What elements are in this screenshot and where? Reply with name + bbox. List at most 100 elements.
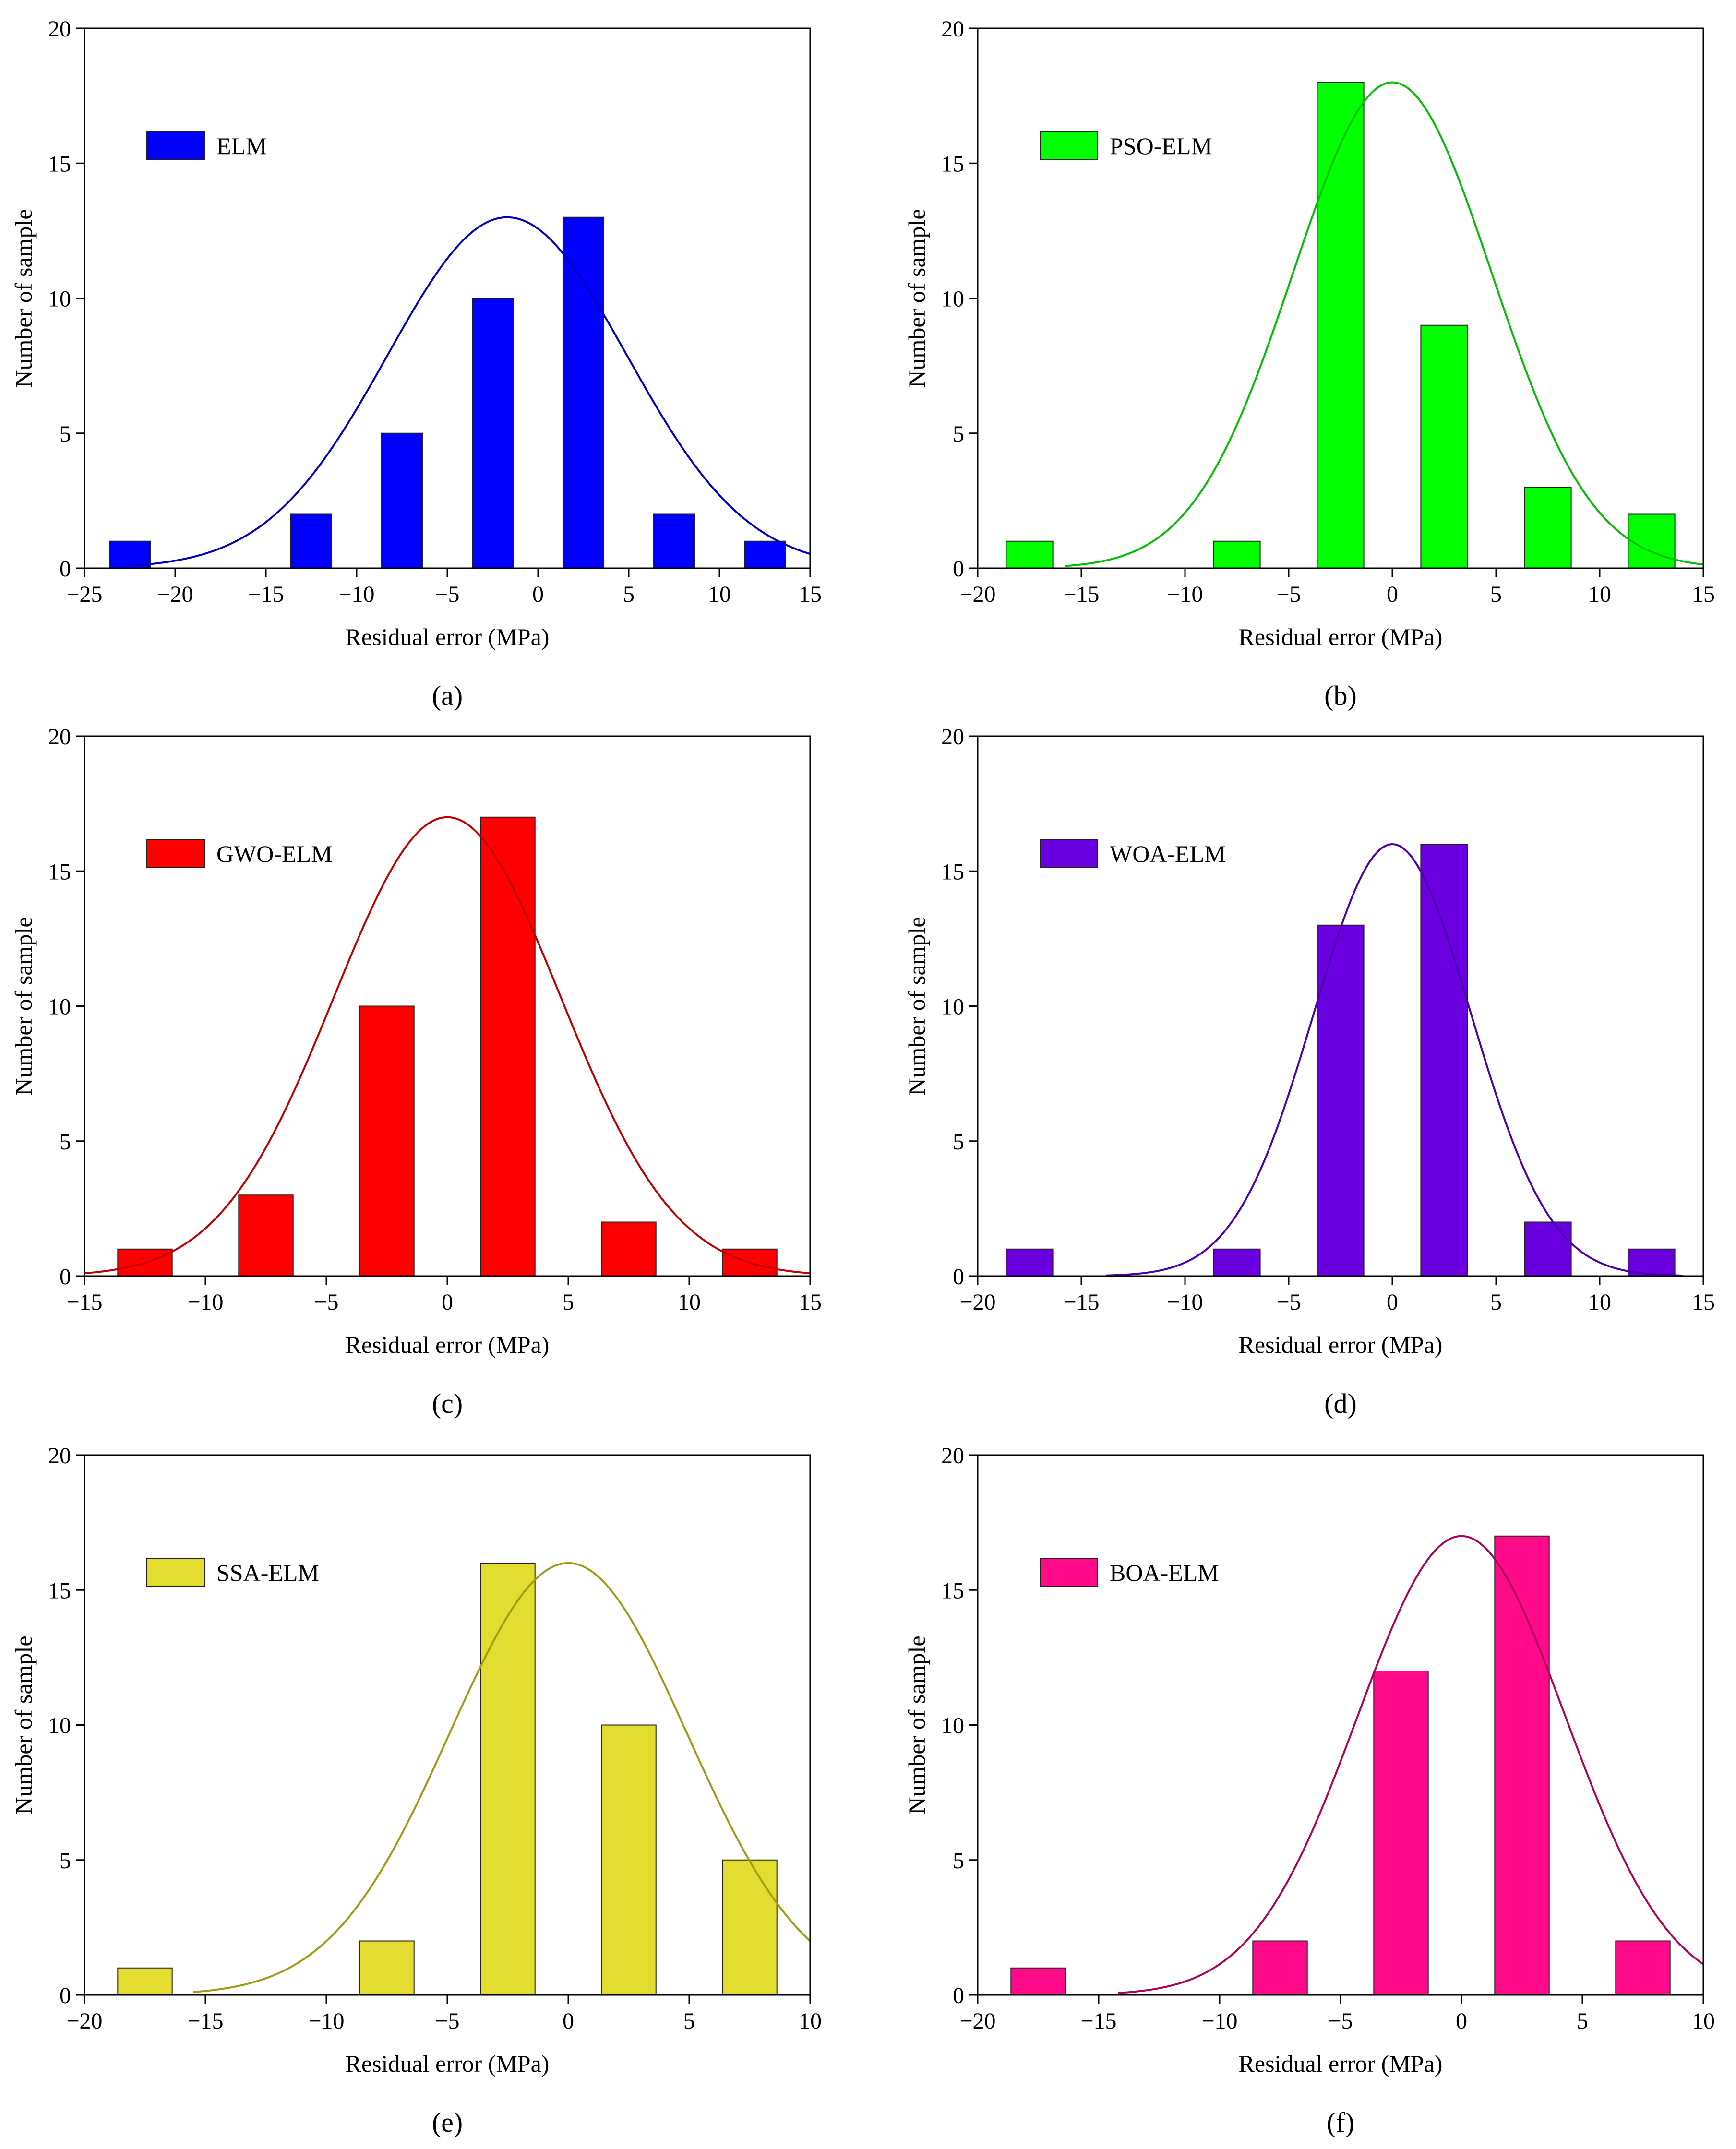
fit-curve xyxy=(84,816,811,1275)
y-tick-label: 0 xyxy=(953,1983,964,2008)
legend-swatch xyxy=(1040,1558,1098,1587)
plot-frame xyxy=(977,1454,1704,1996)
x-tick-label: 0 xyxy=(532,582,544,607)
bar-1 xyxy=(1006,1248,1054,1277)
bar-7 xyxy=(743,540,786,569)
y-tick-label: 0 xyxy=(953,1264,964,1289)
bar-3 xyxy=(1317,82,1365,569)
fit-curve xyxy=(133,216,811,567)
legend-swatch xyxy=(146,1558,205,1587)
bar-1 xyxy=(1010,1967,1066,1995)
bar-2 xyxy=(1213,540,1261,569)
x-tick-label: −5 xyxy=(435,582,459,607)
bar-2 xyxy=(1213,1248,1261,1277)
y-tick-label: 10 xyxy=(48,994,71,1020)
x-tick-label: 0 xyxy=(1387,1289,1398,1315)
x-tick-label: −15 xyxy=(187,2008,223,2034)
bar-3 xyxy=(480,1563,536,1995)
x-tick-label: 15 xyxy=(1692,1289,1715,1315)
panel-2: −20 −15 −10 −5 0 5 10 15 0 5 10 15 20 Residual error … xyxy=(903,16,1715,711)
y-tick-label: 20 xyxy=(941,16,964,42)
y-tick-label: 5 xyxy=(60,1848,71,1874)
x-tick-label: 5 xyxy=(1577,2008,1588,2034)
bar-5 xyxy=(1615,1940,1671,1995)
panel-4: −20 −15 −10 −5 0 5 10 15 0 5 10 15 20 Residual error … xyxy=(903,724,1715,1419)
y-tick-label: 15 xyxy=(48,1578,71,1603)
x-tick-label: 0 xyxy=(1387,582,1398,607)
bar-3 xyxy=(359,1005,415,1277)
x-tick-label: −25 xyxy=(66,582,102,607)
bar-5 xyxy=(601,1221,657,1277)
panel-6: −20 −15 −10 −5 0 5 10 0 5 10 15 20 Residual error (M… xyxy=(903,1443,1715,2138)
x-tick-label: 10 xyxy=(708,582,731,607)
y-tick-label: 10 xyxy=(941,994,964,1020)
panel-label: (b) xyxy=(1324,680,1357,711)
y-tick-label: 5 xyxy=(953,1848,964,1874)
x-axis-title: Residual error (MPa) xyxy=(346,1331,550,1358)
legend-swatch xyxy=(146,131,205,160)
y-tick-label: 20 xyxy=(48,16,71,42)
x-tick-label: 5 xyxy=(563,1289,574,1315)
legend-label: PSO-ELM xyxy=(1110,132,1212,159)
x-axis-title: Residual error (MPa) xyxy=(1239,2050,1443,2077)
bar-5 xyxy=(722,1859,778,1995)
bar-1 xyxy=(108,540,151,569)
y-tick-label: 5 xyxy=(60,421,71,447)
y-tick-label: 15 xyxy=(941,1578,964,1603)
x-tick-label: −5 xyxy=(435,2008,459,2034)
x-tick-label: 15 xyxy=(1692,582,1715,607)
x-tick-label: 5 xyxy=(683,2008,695,2034)
x-tick-label: −10 xyxy=(187,1289,223,1315)
x-tick-label: 0 xyxy=(442,1289,453,1315)
x-tick-label: −15 xyxy=(1080,2008,1116,2034)
fit-curve xyxy=(1118,1535,1704,1994)
y-axis-title: Number of sample xyxy=(10,209,37,387)
bar-6 xyxy=(1628,513,1676,569)
bar-1 xyxy=(1006,540,1054,569)
bar-2 xyxy=(359,1940,415,1995)
panel-5: −20 −15 −10 −5 0 5 10 0 5 10 15 20 Residual error (M… xyxy=(10,1443,822,2138)
x-tick-label: −20 xyxy=(959,1289,995,1315)
x-tick-label: −15 xyxy=(248,582,284,607)
bar-5 xyxy=(562,216,605,569)
bar-4 xyxy=(1494,1535,1550,1995)
plot-frame xyxy=(84,1454,811,1996)
bar-4 xyxy=(601,1724,657,1995)
legend-swatch xyxy=(146,839,205,868)
y-tick-label: 20 xyxy=(48,1443,71,1468)
y-axis-title: Number of sample xyxy=(10,1636,37,1814)
x-tick-label: 10 xyxy=(678,1289,701,1315)
bar-1 xyxy=(117,1967,173,1995)
panel-1: −25 −20 −15 −10 −5 0 5 10 15 0 5 10 15 20 Residual err… xyxy=(10,16,822,711)
y-axis-title: Number of sample xyxy=(903,1636,930,1814)
y-tick-label: 0 xyxy=(60,556,71,582)
bar-3 xyxy=(381,432,423,569)
x-tick-label: −10 xyxy=(1167,582,1203,607)
panel-label: (a) xyxy=(432,680,463,711)
y-tick-label: 0 xyxy=(953,556,964,582)
x-tick-label: −10 xyxy=(338,582,374,607)
bar-4 xyxy=(471,298,514,569)
legend-label: GWO-ELM xyxy=(216,840,333,867)
x-axis-title: Residual error (MPa) xyxy=(346,2050,550,2077)
x-tick-label: 5 xyxy=(1490,582,1502,607)
bar-5 xyxy=(1524,1221,1572,1277)
bar-2 xyxy=(290,513,333,569)
bar-4 xyxy=(480,816,536,1277)
y-axis-title: Number of sample xyxy=(10,917,37,1095)
x-tick-label: −20 xyxy=(959,2008,995,2034)
y-tick-label: 15 xyxy=(48,151,71,177)
bar-4 xyxy=(1420,844,1468,1277)
x-tick-label: −15 xyxy=(1063,582,1099,607)
y-axis-title: Number of sample xyxy=(903,209,930,387)
x-tick-label: −10 xyxy=(308,2008,344,2034)
x-tick-label: −20 xyxy=(959,582,995,607)
panel-label: (e) xyxy=(432,2107,463,2138)
y-tick-label: 15 xyxy=(48,859,71,884)
x-tick-label: −5 xyxy=(314,1289,338,1315)
bar-2 xyxy=(238,1194,294,1277)
x-tick-label: 10 xyxy=(799,2008,822,2034)
y-tick-label: 5 xyxy=(953,421,964,447)
